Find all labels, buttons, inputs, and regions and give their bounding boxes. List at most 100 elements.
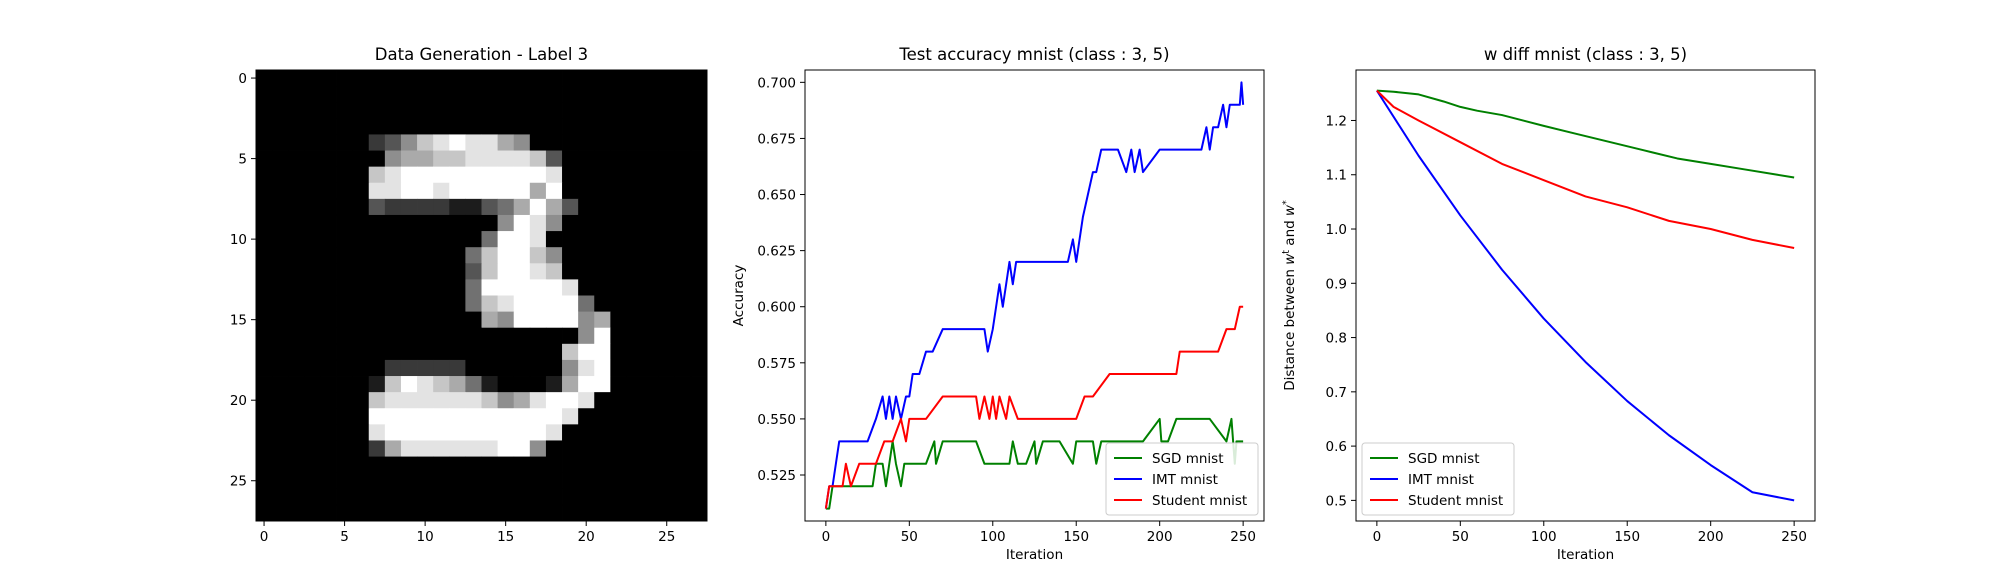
- pixel-cell: [610, 182, 627, 200]
- pixel-cell: [610, 504, 627, 522]
- pixel-cell: [642, 504, 660, 522]
- pixel-cell: [320, 504, 337, 522]
- pixel-cell: [545, 472, 563, 490]
- pixel-cell: [352, 311, 370, 329]
- pixel-cell: [417, 70, 434, 87]
- pixel-cell: [594, 504, 611, 522]
- pixel-cell: [336, 408, 354, 425]
- pixel-cell: [642, 166, 660, 184]
- pixel-cell: [433, 279, 450, 296]
- pixel-cell: [690, 86, 708, 103]
- pixel-cell: [272, 198, 289, 216]
- pixel-cell: [674, 456, 692, 474]
- pixel-cell: [481, 279, 499, 296]
- pixel-cell: [304, 231, 321, 248]
- pixel-cell: [481, 343, 499, 361]
- pixel-cell: [288, 231, 305, 248]
- legend-label-sgd-mnist: SGD mnist: [1408, 451, 1480, 467]
- pixel-cell: [384, 231, 402, 248]
- pixel-cell: [272, 182, 289, 200]
- pixel-cell: [594, 263, 611, 280]
- pixel-cell: [674, 214, 692, 232]
- pixel-cell: [400, 247, 418, 264]
- pixel-cell: [690, 70, 708, 87]
- x-tick-label: 0: [260, 529, 269, 545]
- pixel-cell: [562, 295, 579, 313]
- pixel-cell: [658, 198, 676, 216]
- pixel-cell: [352, 488, 370, 506]
- pixel-cell: [272, 440, 289, 457]
- pixel-cell: [529, 182, 547, 200]
- pixel-cell: [449, 150, 466, 168]
- pixel-cell: [626, 118, 643, 135]
- pixel-cell: [304, 86, 321, 103]
- pixel-cell: [304, 263, 321, 280]
- pixel-cell: [336, 327, 354, 345]
- pixel-cell: [562, 359, 579, 377]
- pixel-cell: [658, 327, 676, 345]
- pixel-cell: [400, 440, 418, 457]
- pixel-cell: [449, 263, 466, 280]
- pixel-cell: [417, 504, 434, 522]
- y-tick-label: 0.5: [1326, 493, 1347, 509]
- pixel-cell: [481, 198, 499, 216]
- pixel-cell: [288, 182, 305, 200]
- pixel-cell: [642, 392, 660, 409]
- pixel-cell: [578, 263, 595, 280]
- pixel-cell: [481, 295, 499, 313]
- x-tick-label: 10: [417, 529, 434, 545]
- x-tick-label: 250: [1781, 529, 1807, 545]
- pixel-cell: [578, 166, 595, 184]
- pixel-cell: [352, 456, 370, 474]
- pixel-cell: [594, 408, 611, 425]
- pixel-cell: [384, 134, 402, 151]
- pixel-cell: [272, 424, 289, 441]
- pixel-cell: [545, 70, 563, 87]
- pixel-cell: [272, 102, 289, 119]
- pixel-cell: [626, 247, 643, 264]
- pixel-cell: [433, 392, 450, 409]
- pixel-cell: [626, 182, 643, 200]
- pixel-cell: [610, 376, 627, 393]
- pixel-cell: [481, 231, 499, 248]
- pixel-cell: [674, 70, 692, 87]
- pixel-cell: [368, 198, 386, 216]
- pixel-cell: [545, 150, 563, 168]
- pixel-cell: [642, 86, 660, 103]
- pixel-cell: [304, 408, 321, 425]
- pixel-cell: [594, 231, 611, 248]
- pixel-cell: [578, 182, 595, 200]
- pixel-cell: [417, 118, 434, 135]
- pixel-cell: [256, 408, 273, 425]
- pixel-cell: [658, 295, 676, 313]
- pixel-cell: [417, 134, 434, 151]
- pixel-cell: [272, 150, 289, 168]
- pixel-cell: [481, 327, 499, 345]
- pixel-cell: [465, 70, 482, 87]
- pixel-cell: [304, 376, 321, 393]
- pixel-cell: [465, 424, 482, 441]
- pixel-cell: [513, 472, 531, 490]
- pixel-cell: [529, 134, 547, 151]
- pixel-cell: [256, 150, 273, 168]
- pixel-cell: [562, 86, 579, 103]
- pixel-cell: [256, 86, 273, 103]
- pixel-cell: [336, 263, 354, 280]
- pixel-cell: [658, 440, 676, 457]
- pixel-cell: [690, 134, 708, 151]
- pixel-cell: [658, 472, 676, 490]
- pixel-cell: [400, 311, 418, 329]
- pixel-cell: [658, 214, 676, 232]
- pixel-cell: [545, 359, 563, 377]
- pixel-cell: [594, 198, 611, 216]
- legend-label-imt-mnist: IMT mnist: [1152, 472, 1218, 488]
- pixel-cell: [368, 392, 386, 409]
- pixel-cell: [465, 263, 482, 280]
- y-tick-label: 1.0: [1326, 222, 1347, 238]
- pixel-cell: [449, 504, 466, 522]
- y-tick-label: 1.1: [1326, 168, 1347, 184]
- pixel-cell: [562, 408, 579, 425]
- pixel-cell: [545, 279, 563, 296]
- pixel-cell: [674, 343, 692, 361]
- pixel-cell: [465, 118, 482, 135]
